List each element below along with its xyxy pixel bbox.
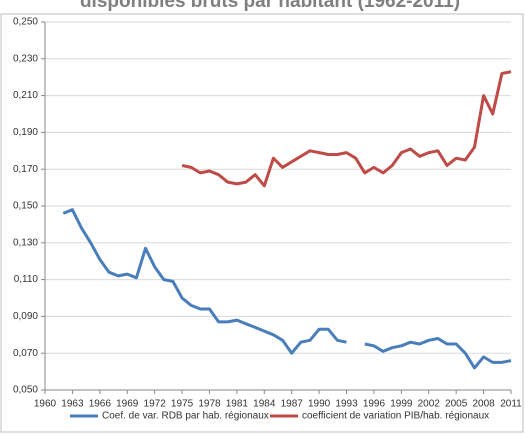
legend-label: coefficient de variation PIB/hab. région… (302, 411, 489, 422)
y-tick-label: 0,210 (13, 90, 38, 101)
y-tick-label: 0,150 (13, 201, 38, 212)
x-tick-label: 1975 (171, 399, 194, 410)
y-tick-label: 0,050 (13, 385, 38, 396)
x-tick-label: 1990 (308, 399, 331, 410)
y-tick-label: 0,170 (13, 164, 38, 175)
chart-border (0, 13, 524, 433)
chart-title: disponibles bruts par habitant (1962-201… (80, 0, 460, 12)
y-tick-label: 0,130 (13, 237, 38, 248)
x-tick-label: 1960 (34, 399, 57, 410)
x-tick-label: 2005 (445, 399, 468, 410)
series-line (181, 70, 512, 188)
y-tick-label: 0,250 (13, 17, 38, 28)
series-line (62, 208, 512, 370)
x-tick-label: 2011 (500, 399, 522, 410)
x-tick-label: 1978 (198, 399, 221, 410)
x-tick-label: 1999 (390, 399, 413, 410)
x-tick-label: 1966 (89, 399, 112, 410)
y-tick-label: 0,090 (13, 311, 38, 322)
x-tick-label: 1984 (253, 399, 276, 410)
x-tick-label: 1987 (281, 399, 304, 410)
y-tick-label: 0,110 (14, 274, 39, 285)
x-tick-label: 2008 (472, 399, 495, 410)
x-tick-label: 1972 (144, 399, 167, 410)
x-tick-label: 1993 (335, 399, 358, 410)
legend-label: Coef. de var. RDB par hab. régionaux (102, 411, 269, 422)
y-tick-label: 0,230 (13, 53, 38, 64)
y-tick-label: 0,070 (13, 348, 38, 359)
x-tick-label: 1963 (61, 399, 84, 410)
x-tick-label: 1996 (363, 399, 386, 410)
x-tick-label: 1981 (226, 399, 249, 410)
x-tick-label: 1969 (116, 399, 139, 410)
y-tick-label: 0,190 (13, 127, 38, 138)
x-tick-label: 2002 (418, 399, 441, 410)
